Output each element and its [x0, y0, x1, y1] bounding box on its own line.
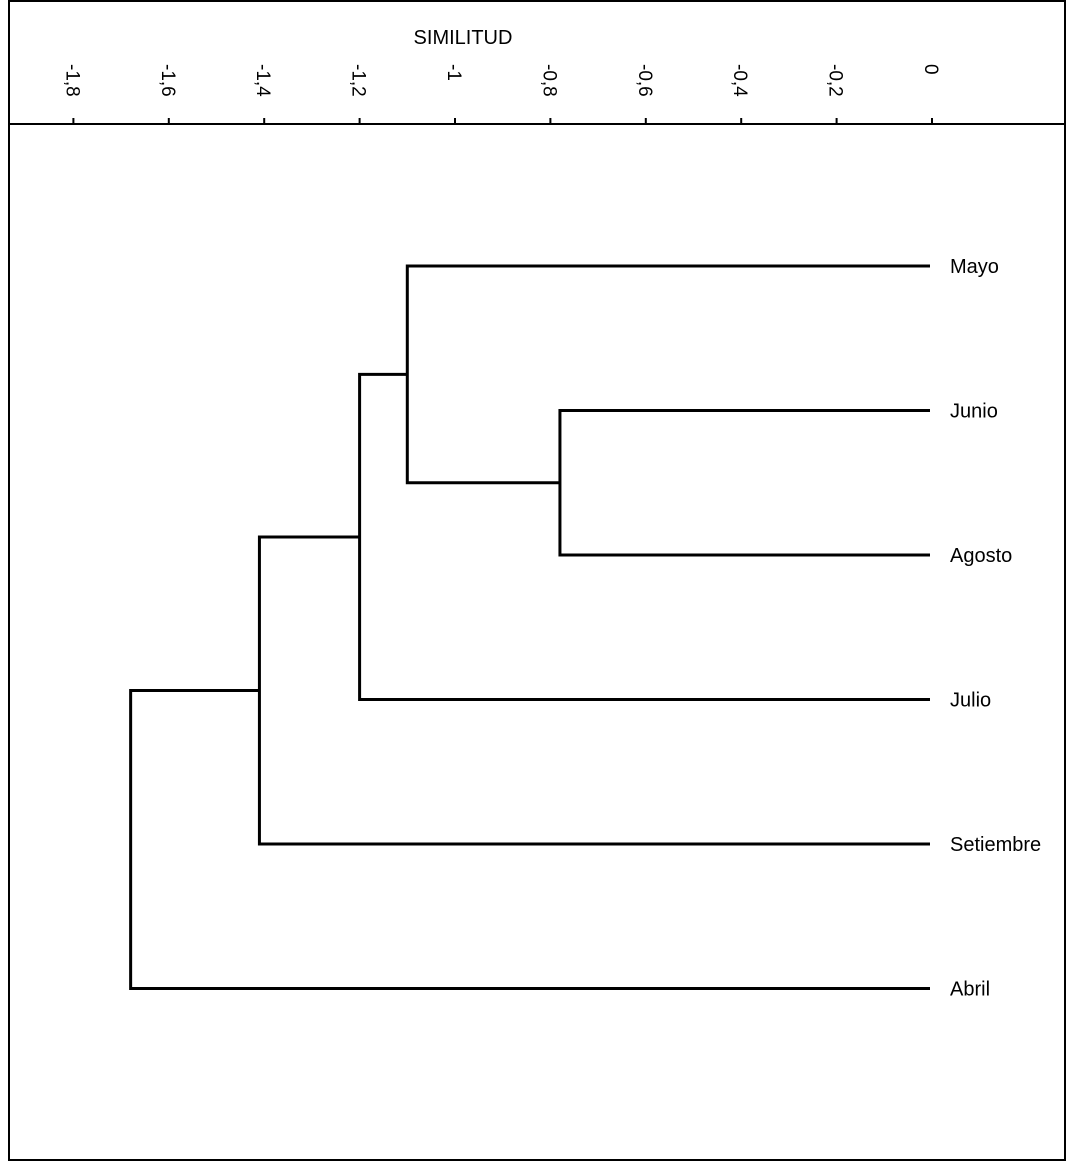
plot-frame: [8, 0, 1066, 1161]
merge-branch-4: [129, 688, 930, 990]
merge-branch-2: [358, 372, 930, 701]
leaf-labels: Mayo Junio Agosto Julio Setiembre Abril: [950, 256, 1041, 1001]
leaf-label-abril: Abril: [950, 979, 990, 1001]
x-tick-label: -0,6: [634, 64, 655, 97]
x-axis-ticks: -1,8 -1,6 -1,4 -1,2 -1 -0,8 -0,6 -0,4 -0,2 0: [61, 64, 941, 124]
merge-branch-1: [405, 264, 930, 485]
x-axis-title: SIMILITUD: [414, 27, 513, 49]
leaf-label-agosto: Agosto: [950, 545, 1012, 567]
leaf-label-mayo: Mayo: [950, 256, 999, 278]
dendrogram-branches: [129, 264, 930, 990]
x-tick-label: -0,8: [538, 64, 559, 97]
x-tick-label: -1,8: [61, 64, 82, 97]
leaf-label-julio: Julio: [950, 690, 991, 712]
x-tick-label: -1,6: [157, 64, 178, 97]
leaf-label-junio: Junio: [950, 401, 998, 423]
merge-branch-0: [558, 409, 930, 557]
x-tick-label: 0: [920, 64, 941, 75]
x-tick-label: -0,4: [729, 64, 750, 97]
leaf-label-setiembre: Setiembre: [950, 834, 1041, 856]
x-tick-label: -1,2: [348, 64, 369, 97]
x-tick-label: -1,4: [252, 64, 273, 97]
x-tick-label: -0,2: [825, 64, 846, 97]
x-tick-label: -1: [443, 64, 464, 81]
